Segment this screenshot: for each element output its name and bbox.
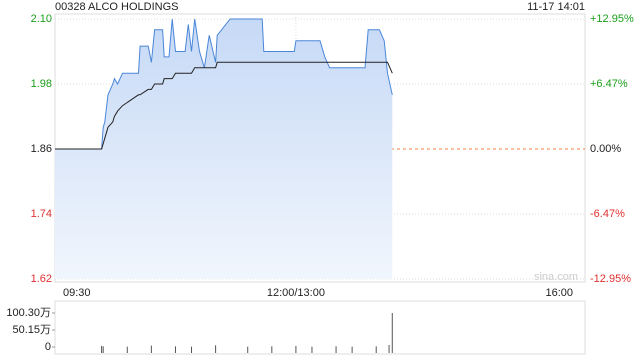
y2-tick-label: -6.47% bbox=[590, 208, 625, 220]
volume-bar bbox=[375, 346, 377, 353]
volume-bar bbox=[174, 346, 176, 353]
volume-tick-label: 50.15万 bbox=[12, 324, 51, 336]
chart-title: 00328 ALCO HOLDINGS bbox=[55, 1, 179, 13]
y2-tick-label: 0.00% bbox=[590, 143, 621, 155]
volume-bar bbox=[311, 346, 313, 353]
price-line bbox=[55, 18, 393, 150]
volume-bar bbox=[388, 344, 390, 353]
volume-tick-label: 100.30万 bbox=[6, 307, 51, 319]
volume-bar bbox=[247, 346, 249, 353]
timestamp: 11-17 14:01 bbox=[527, 1, 585, 13]
average-line bbox=[55, 61, 393, 150]
volume-bar bbox=[295, 345, 297, 353]
y-tick-label: 1.98 bbox=[31, 78, 52, 90]
volume-bar bbox=[335, 346, 337, 353]
y-tick-label: 2.10 bbox=[31, 13, 52, 25]
y-tick-label: 1.62 bbox=[31, 273, 52, 285]
x-tick-label: 16:00 bbox=[545, 287, 573, 299]
volume-bar bbox=[391, 313, 393, 353]
volume-bar bbox=[271, 346, 273, 353]
volume-tick-label: 0 bbox=[45, 341, 51, 353]
volume-bar bbox=[215, 345, 217, 353]
x-tick-label: 12:00/13:00 bbox=[267, 287, 325, 299]
volume-frame bbox=[54, 300, 586, 355]
volume-bar bbox=[101, 345, 103, 353]
y2-tick-label: +6.47% bbox=[590, 78, 628, 90]
y2-tick-label: -12.95% bbox=[590, 273, 631, 285]
y2-tick-label: +12.95% bbox=[590, 13, 634, 25]
y-tick-label: 1.74 bbox=[31, 208, 52, 220]
watermark: sina.com bbox=[534, 271, 578, 283]
volume-bar bbox=[191, 346, 193, 353]
y-tick-label: 1.86 bbox=[31, 143, 52, 155]
volume-bar bbox=[126, 346, 128, 353]
volume-bar bbox=[102, 346, 104, 353]
x-tick-label: 09:30 bbox=[63, 287, 91, 299]
price-area bbox=[55, 19, 393, 279]
volume-bar bbox=[150, 345, 152, 353]
volume-bar bbox=[351, 346, 353, 353]
price-frame bbox=[54, 13, 586, 283]
